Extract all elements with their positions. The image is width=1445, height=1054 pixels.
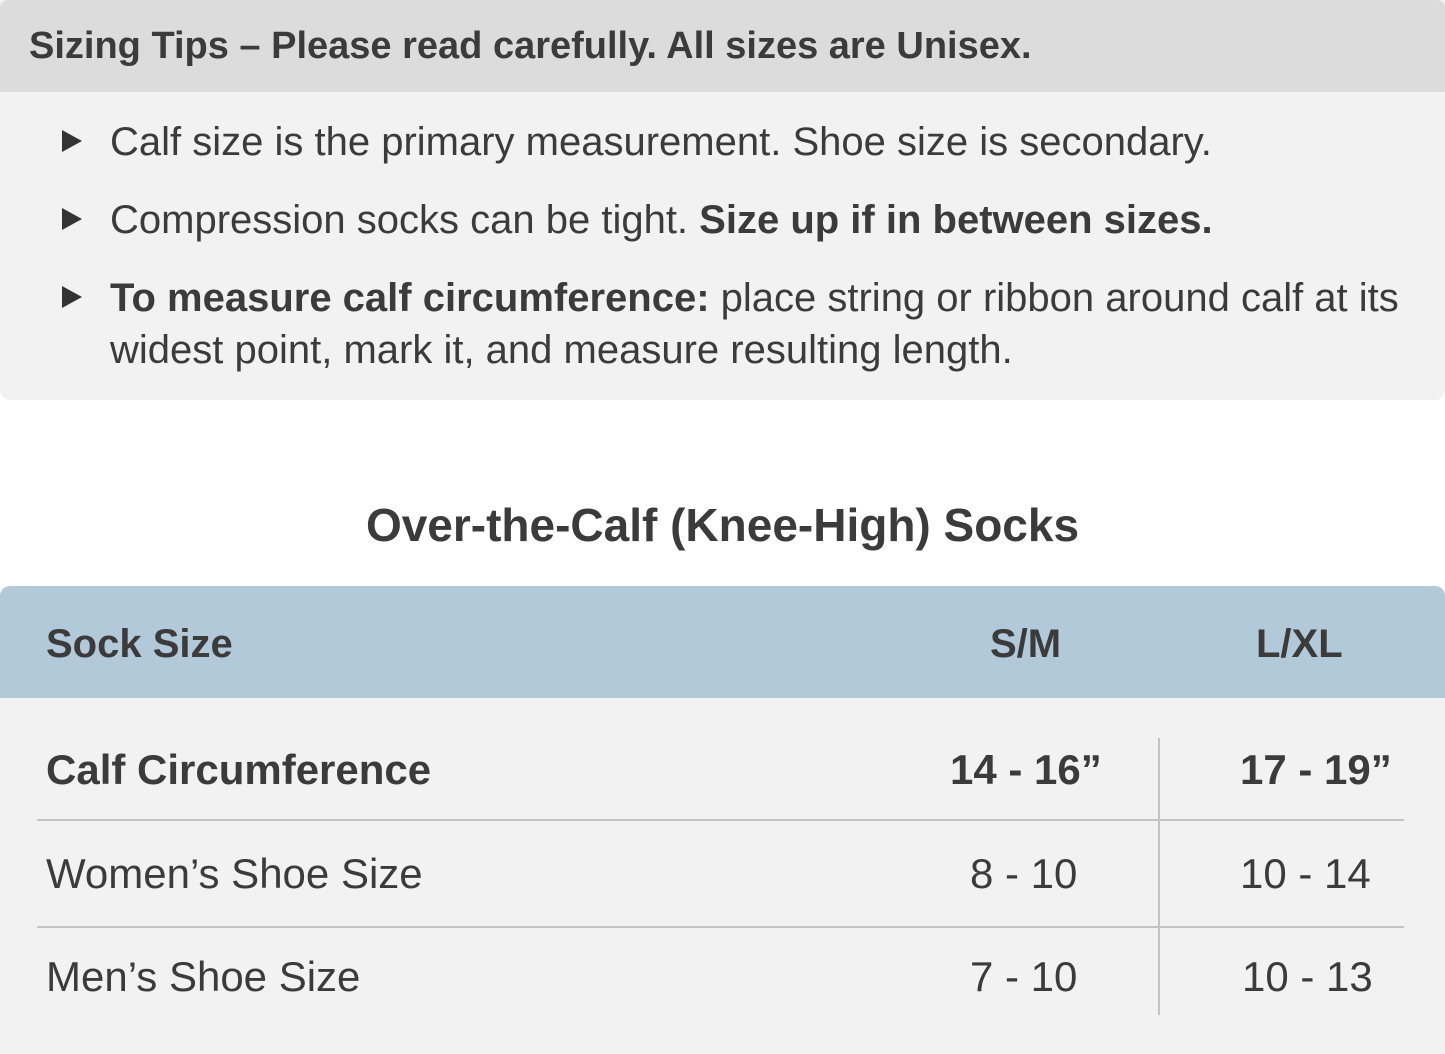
row-value-lxl: 10 - 14 [1240,850,1371,897]
triangle-right-icon [62,286,82,308]
header-col-sm: S/M [990,622,1062,666]
header-label: Sock Size [46,622,233,666]
row-value-lxl: 17 - 19” [1240,746,1392,793]
tip-item: To measure calf circumference: place str… [62,272,1410,376]
row-label: Men’s Shoe Size [46,953,361,1000]
tip-text: place string or ribbon around calf at it… [110,276,1399,372]
sizing-tips-heading: Sizing Tips – Please read carefully. All… [0,0,1445,92]
row-divider [37,926,1404,928]
triangle-right-icon [62,208,82,230]
tip-bold-text: To measure calf circumference: [110,276,710,320]
size-table: Sock Size S/M L/XL Calf Circumference 14… [0,586,1445,1054]
column-divider [1158,738,1160,1015]
triangle-right-icon [62,130,82,152]
sizing-tips-box: Sizing Tips – Please read carefully. All… [0,0,1445,400]
tip-item: Compression socks can be tight. Size up … [62,194,1410,246]
row-value-sm: 7 - 10 [970,953,1078,1000]
row-divider [37,819,1404,821]
row-value-sm: 8 - 10 [970,850,1078,897]
row-label: Calf Circumference [46,746,432,793]
tip-item: Calf size is the primary measurement. Sh… [62,116,1410,168]
table-row: Calf Circumference 14 - 16” 17 - 19” [0,746,1445,846]
table-header: Sock Size S/M L/XL [0,586,1445,698]
row-value-lxl: 10 - 13 [1242,953,1373,1000]
row-label: Women’s Shoe Size [46,850,423,897]
section-title: Over-the-Calf (Knee-High) Socks [365,499,1080,551]
tip-text: Compression socks can be tight. [110,198,700,242]
row-value-sm: 14 - 16” [950,746,1102,793]
tip-bold-text: Size up if in between sizes. [699,198,1213,242]
table-row: Women’s Shoe Size 8 - 10 10 - 14 [0,850,1445,950]
tip-text: Calf size is the primary measurement. Sh… [110,120,1212,164]
table-row: Men’s Shoe Size 7 - 10 10 - 13 [0,953,1445,1053]
header-col-lxl: L/XL [1256,622,1343,666]
